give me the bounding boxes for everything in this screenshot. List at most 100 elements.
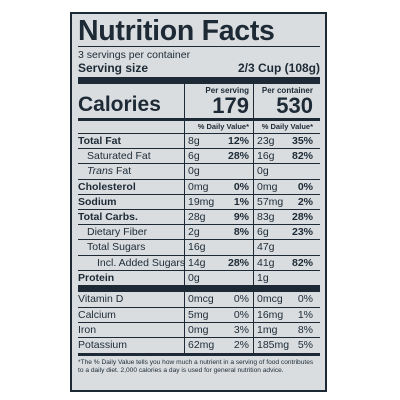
serving-amount: 6g: [188, 150, 200, 163]
serving-amount: 28g: [188, 210, 206, 223]
serving-amount: 0mg: [188, 180, 209, 193]
container-amount: 57mg: [257, 195, 284, 208]
daily-value-header-row: % Daily Value* % Daily Value*: [78, 121, 320, 133]
nutrient-row-trans-fat: Trans Fat 0g 0g: [78, 163, 320, 179]
container-dv: 0%: [297, 292, 313, 305]
vitamin-row-potassium: Potassium 62mg 2% 185mg 5%: [78, 337, 320, 353]
serving-dv: 0%: [233, 292, 249, 305]
calories-row: Calories Per serving 179 Per container 5…: [78, 84, 320, 118]
nutrient-name-rest: Fat: [113, 165, 132, 178]
container-amount: 16g: [257, 150, 275, 163]
nutrient-name: Total Fat: [78, 135, 121, 147]
nutrient-row-saturated-fat: Saturated Fat 6g 28% 16g 82%: [78, 148, 320, 164]
nutrient-name: Dietary Fiber: [87, 226, 148, 239]
serving-amount: 2g: [188, 226, 200, 239]
vitamin-row-vitamin-d: Vitamin D 0mcg 0% 0mcg 0%: [78, 291, 320, 308]
serving-dv: 0%: [233, 309, 249, 322]
container-amount: 0g: [257, 165, 269, 178]
nutrient-name-italic: Trans: [87, 165, 114, 178]
container-dv: 8%: [297, 324, 313, 337]
container-amount: 0mg: [257, 180, 278, 193]
nutrient-name: Saturated Fat: [87, 150, 151, 163]
serving-dv: 2%: [233, 339, 249, 352]
serving-amount: 0g: [188, 271, 200, 284]
medium-divider: [78, 118, 320, 121]
servings-per-container: 3 servings per container: [78, 49, 191, 61]
vitamin-row-calcium: Calcium 5mg 0% 16mg 1%: [78, 307, 320, 323]
container-amount: 0mcg: [257, 292, 283, 305]
serving-dv: 12%: [227, 135, 249, 147]
vitamin-name: Vitamin D: [78, 292, 124, 305]
nutrient-name: Incl. Added Sugars: [97, 256, 186, 269]
serving-amount: 0mcg: [188, 292, 214, 305]
nutrient-name: Sodium: [78, 195, 117, 208]
container-amount: 1g: [257, 271, 269, 284]
serving-dv: 9%: [233, 210, 249, 223]
serving-amount: 62mg: [188, 339, 215, 352]
container-amount: 185mg: [257, 339, 290, 352]
serving-amount: 19mg: [188, 195, 215, 208]
nutrient-name: Total Sugars: [87, 241, 146, 254]
serving-size-value: 2/3 Cup (108g): [237, 61, 320, 75]
container-dv: 0%: [297, 180, 313, 193]
nutrient-row-added-sugars: Incl. Added Sugars 14g 28% 41g 82%: [78, 254, 320, 270]
nutrient-row-cholesterol: Cholesterol 0mg 0% 0mg 0%: [78, 178, 320, 194]
thick-divider: [78, 77, 320, 84]
daily-value-header-container: % Daily Value*: [261, 122, 313, 131]
container-dv: 28%: [291, 210, 313, 223]
container-dv: 23%: [291, 226, 313, 239]
serving-dv: 1%: [233, 195, 249, 208]
thick-divider: [78, 284, 320, 292]
serving-size-row: Serving size 2/3 Cup (108g): [78, 61, 320, 75]
nutrient-name: Total Carbs.: [78, 210, 138, 223]
calories-label: Calories: [78, 93, 161, 116]
vitamin-row-iron: Iron 0mg 3% 1mg 8%: [78, 322, 320, 338]
container-dv: 82%: [291, 256, 313, 269]
serving-dv: 28%: [227, 150, 249, 163]
per-container-label: Per container: [261, 86, 313, 95]
label-title: Nutrition Facts: [78, 15, 275, 47]
per-serving-label: Per serving: [205, 86, 249, 95]
serving-amount: 8g: [188, 135, 200, 147]
serving-amount: 0g: [188, 165, 200, 178]
nutrient-row-dietary-fiber: Dietary Fiber 2g 8% 6g 23%: [78, 224, 320, 240]
container-dv: 35%: [291, 135, 313, 147]
footnote: *The % Daily Value tells you how much a …: [78, 352, 320, 375]
per-serving-column-header: Per serving 179: [184, 84, 254, 118]
serving-dv: 3%: [233, 324, 249, 337]
calories-per-container: 530: [276, 93, 313, 118]
vitamin-name: Potassium: [78, 339, 128, 352]
nutrient-row-sodium: Sodium 19mg 1% 57mg 2%: [78, 193, 320, 209]
container-dv: 82%: [291, 150, 313, 163]
serving-dv: 8%: [233, 226, 249, 239]
serving-dv: 0%: [233, 180, 249, 193]
container-amount: 23g: [257, 135, 275, 147]
serving-size-label: Serving size: [78, 61, 149, 75]
container-amount: 41g: [257, 256, 275, 269]
nutrient-name: Trans Fat: [78, 164, 184, 178]
container-amount: 83g: [257, 210, 275, 223]
nutrient-name: Cholesterol: [78, 180, 136, 193]
container-amount: 47g: [257, 241, 275, 254]
container-amount: 1mg: [257, 324, 278, 337]
vitamin-name: Calcium: [78, 309, 116, 322]
container-dv: 2%: [297, 195, 313, 208]
nutrient-name: Protein: [78, 271, 115, 284]
serving-amount: 0mg: [188, 324, 209, 337]
per-container-column-header: Per container 530: [254, 84, 317, 118]
vitamin-name: Iron: [78, 324, 97, 337]
nutrition-facts-label: Nutrition Facts 3 servings per container…: [70, 12, 327, 392]
nutrient-row-total-carbs: Total Carbs. 28g 9% 83g 28%: [78, 208, 320, 225]
nutrient-row-total-fat: Total Fat 8g 12% 23g 35%: [78, 133, 320, 149]
container-dv: 5%: [297, 339, 313, 352]
serving-amount: 5mg: [188, 309, 209, 322]
nutrient-row-total-sugars: Total Sugars 16g 47g: [78, 239, 320, 255]
divider: [78, 46, 320, 47]
serving-amount: 16g: [188, 241, 206, 254]
daily-value-header-serving: % Daily Value*: [184, 121, 254, 133]
container-amount: 16mg: [257, 309, 284, 322]
calories-per-serving: 179: [212, 93, 249, 118]
container-amount: 6g: [257, 226, 269, 239]
nutrient-row-protein: Protein 0g 1g: [78, 269, 320, 285]
serving-dv: 28%: [227, 256, 249, 269]
